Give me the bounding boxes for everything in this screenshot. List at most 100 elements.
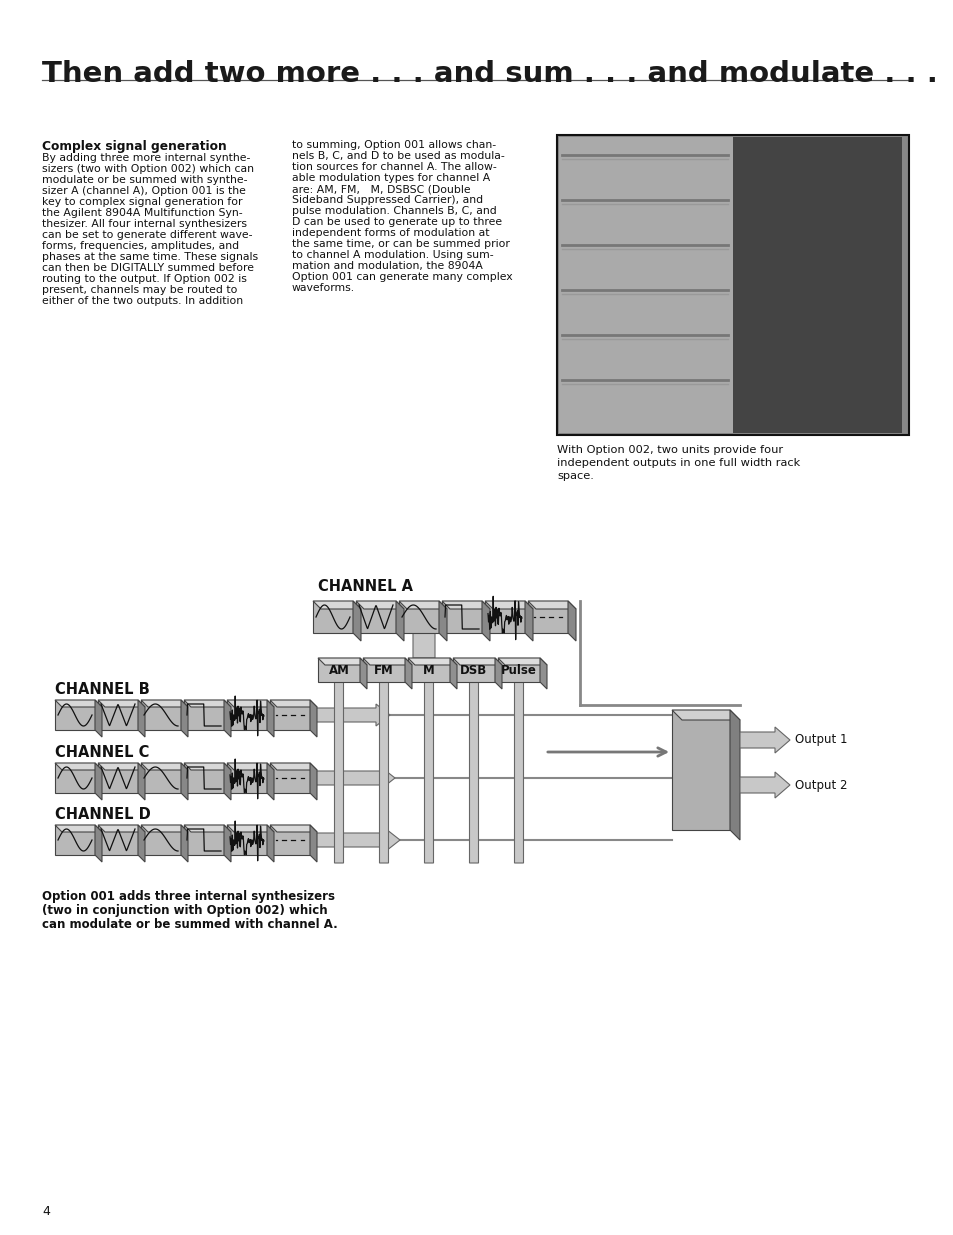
Polygon shape — [141, 763, 188, 769]
Bar — [184, 763, 224, 793]
Text: With Option 002, two units provide four: With Option 002, two units provide four — [557, 445, 782, 454]
Polygon shape — [313, 704, 390, 726]
Bar — [408, 658, 450, 682]
Bar — [557, 135, 908, 435]
Polygon shape — [740, 772, 789, 798]
Polygon shape — [398, 601, 447, 609]
Text: key to complex signal generation for: key to complex signal generation for — [42, 198, 242, 207]
Bar — [270, 763, 310, 793]
Text: Output 2: Output 2 — [794, 778, 846, 792]
Polygon shape — [441, 601, 490, 609]
Bar — [497, 658, 539, 682]
Text: the same time, or can be summed prior: the same time, or can be summed prior — [292, 240, 509, 249]
Text: CHANNEL D: CHANNEL D — [55, 806, 151, 823]
Polygon shape — [267, 825, 274, 862]
Text: mation and modulation, the 8904A: mation and modulation, the 8904A — [292, 261, 482, 270]
Polygon shape — [408, 658, 456, 664]
Text: (two in conjunction with Option 002) which: (two in conjunction with Option 002) whi… — [42, 904, 327, 918]
Polygon shape — [453, 658, 501, 664]
Bar — [527, 601, 567, 634]
Polygon shape — [141, 700, 188, 706]
Polygon shape — [98, 825, 145, 832]
Bar — [141, 763, 181, 793]
Text: Option 001 can generate many complex: Option 001 can generate many complex — [292, 272, 512, 282]
Text: waveforms.: waveforms. — [292, 283, 355, 293]
Polygon shape — [359, 658, 367, 689]
Text: forms, frequencies, amplitudes, and: forms, frequencies, amplitudes, and — [42, 241, 239, 251]
Bar — [55, 763, 95, 793]
Bar — [141, 700, 181, 730]
Polygon shape — [405, 615, 442, 658]
Bar — [355, 601, 395, 634]
Text: M: M — [423, 663, 435, 677]
Text: present, channels may be routed to: present, channels may be routed to — [42, 285, 237, 295]
Bar — [363, 658, 405, 682]
Polygon shape — [267, 700, 274, 737]
Polygon shape — [310, 700, 316, 737]
Text: to channel A modulation. Using sum-: to channel A modulation. Using sum- — [292, 249, 493, 261]
Text: either of the two outputs. In addition: either of the two outputs. In addition — [42, 296, 243, 306]
Polygon shape — [353, 601, 360, 641]
Text: phases at the same time. These signals: phases at the same time. These signals — [42, 252, 258, 262]
Polygon shape — [95, 700, 102, 737]
Polygon shape — [181, 825, 188, 862]
Bar — [270, 825, 310, 855]
Text: the Agilent 8904A Multifunction Syn-: the Agilent 8904A Multifunction Syn- — [42, 207, 242, 219]
Polygon shape — [527, 601, 576, 609]
Polygon shape — [481, 601, 490, 641]
Bar — [184, 700, 224, 730]
Bar — [141, 825, 181, 855]
Polygon shape — [405, 658, 412, 689]
Bar — [453, 658, 495, 682]
Polygon shape — [313, 601, 360, 609]
Polygon shape — [55, 700, 102, 706]
Bar — [671, 710, 729, 830]
Polygon shape — [184, 763, 231, 769]
Polygon shape — [330, 671, 348, 863]
Bar — [557, 135, 908, 435]
Text: Complex signal generation: Complex signal generation — [42, 140, 227, 153]
Bar — [227, 825, 267, 855]
Text: DSB: DSB — [460, 663, 487, 677]
Text: to summing, Option 001 allows chan-: to summing, Option 001 allows chan- — [292, 140, 496, 149]
Bar — [558, 137, 741, 433]
Polygon shape — [484, 601, 533, 609]
Bar — [98, 825, 138, 855]
Text: independent outputs in one full width rack: independent outputs in one full width ra… — [557, 458, 800, 468]
Text: can be set to generate different wave-: can be set to generate different wave- — [42, 230, 253, 240]
Polygon shape — [138, 700, 145, 737]
Polygon shape — [729, 710, 740, 840]
Text: tion sources for channel A. The allow-: tion sources for channel A. The allow- — [292, 162, 497, 172]
Polygon shape — [270, 825, 316, 832]
Polygon shape — [313, 767, 395, 789]
Polygon shape — [495, 658, 501, 689]
Text: D can be used to generate up to three: D can be used to generate up to three — [292, 217, 501, 227]
Polygon shape — [227, 763, 274, 769]
Polygon shape — [310, 825, 316, 862]
Polygon shape — [227, 825, 274, 832]
Bar — [55, 700, 95, 730]
Polygon shape — [184, 700, 231, 706]
Text: independent forms of modulation at: independent forms of modulation at — [292, 228, 489, 238]
Polygon shape — [375, 671, 393, 863]
Polygon shape — [313, 829, 399, 851]
Polygon shape — [310, 763, 316, 800]
Polygon shape — [184, 825, 231, 832]
Polygon shape — [138, 825, 145, 862]
Polygon shape — [98, 700, 145, 706]
Text: Option 001 adds three internal synthesizers: Option 001 adds three internal synthesiz… — [42, 890, 335, 903]
Polygon shape — [224, 763, 231, 800]
Text: sizer A (channel A), Option 001 is the: sizer A (channel A), Option 001 is the — [42, 186, 246, 196]
Text: 4: 4 — [42, 1205, 50, 1218]
Bar — [317, 658, 359, 682]
Text: Then add two more . . . and sum . . . and modulate . . .: Then add two more . . . and sum . . . an… — [42, 61, 937, 88]
Polygon shape — [510, 671, 527, 863]
Polygon shape — [141, 825, 188, 832]
Polygon shape — [98, 763, 145, 769]
Polygon shape — [224, 700, 231, 737]
Polygon shape — [524, 601, 533, 641]
Bar — [184, 825, 224, 855]
Text: By adding three more internal synthe-: By adding three more internal synthe- — [42, 153, 250, 163]
Polygon shape — [395, 601, 403, 641]
Bar — [55, 825, 95, 855]
